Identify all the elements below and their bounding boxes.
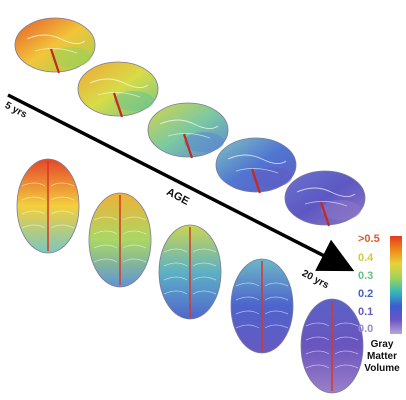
dorsal-brain-row (16, 158, 364, 394)
legend-tick-5: 0.0 (358, 323, 374, 335)
lateral-brain-1 (14, 17, 96, 74)
legend-tick-0: >0.5 (358, 233, 380, 245)
dorsal-brain-5 (300, 298, 364, 394)
dorsal-brain-1 (16, 158, 80, 254)
legend-title-line-1: Gray (370, 339, 394, 350)
legend-tick-1: 0.4 (358, 252, 374, 264)
gray-matter-color-scale (390, 236, 402, 334)
legend-tick-2: 0.3 (358, 270, 374, 282)
legend-title-line-2: Matter (366, 351, 397, 362)
dorsal-brain-2 (88, 192, 152, 288)
lateral-brain-3 (147, 102, 229, 159)
lateral-brain-4 (215, 137, 297, 194)
legend-tick-3: 0.2 (358, 288, 374, 300)
lateral-brain-2 (77, 61, 159, 118)
legend-gradient-bar (390, 236, 402, 334)
age-arrow (7, 93, 355, 272)
legend-tick-4: 0.1 (358, 306, 374, 318)
lateral-brain-row (14, 17, 366, 227)
dorsal-brain-3 (158, 224, 222, 320)
legend-title-line-3: Volume (364, 363, 400, 374)
dorsal-brain-4 (230, 258, 294, 354)
lateral-brain-5 (284, 170, 366, 227)
